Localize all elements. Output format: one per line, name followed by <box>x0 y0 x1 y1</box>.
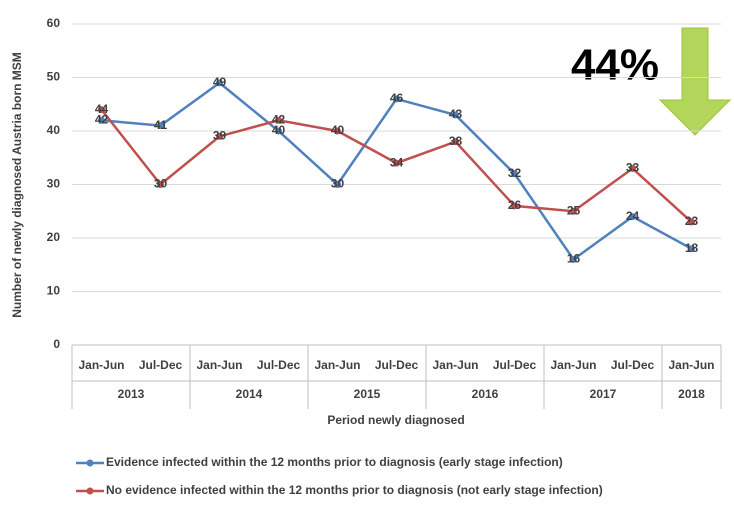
data-label: 18 <box>685 241 699 255</box>
arrow <box>658 27 732 136</box>
marker <box>570 255 577 263</box>
x-group-label: 2014 <box>236 387 263 401</box>
data-label: 44 <box>95 102 109 116</box>
x-tick-label: Jul-Dec <box>493 358 537 372</box>
data-label: 38 <box>449 134 463 148</box>
marker <box>393 159 400 167</box>
data-label: 46 <box>390 91 404 105</box>
legend-label: No evidence infected within the 12 month… <box>106 483 603 497</box>
data-label: 42 <box>95 112 109 126</box>
data-label: 34 <box>390 155 404 169</box>
data-label: 24 <box>626 209 640 223</box>
y-axis-title: Number of newly diagnosed Austria born M… <box>10 52 24 318</box>
y-tick-label: 20 <box>47 230 61 244</box>
data-label: 25 <box>567 203 581 217</box>
x-axis-title: Period newly diagnosed <box>327 413 464 427</box>
marker <box>98 116 105 124</box>
marker <box>393 95 400 103</box>
x-group-label: 2017 <box>590 387 617 401</box>
x-tick-label: Jan-Jun <box>78 358 124 372</box>
x-tick-label: Jul-Dec <box>257 358 301 372</box>
x-tick-label: Jul-Dec <box>375 358 419 372</box>
data-label: 39 <box>213 129 227 143</box>
data-label: 40 <box>272 123 286 137</box>
x-group-label: 2015 <box>354 387 381 401</box>
data-label: 30 <box>331 177 345 191</box>
legend-marker <box>86 487 94 495</box>
series-line <box>101 81 693 262</box>
legend-label: Evidence infected within the 12 months p… <box>106 455 563 469</box>
x-group-label: 2013 <box>118 387 145 401</box>
x-tick-label: Jul-Dec <box>611 358 655 372</box>
x-tick-label: Jan-Jun <box>196 358 242 372</box>
x-tick-label: Jul-Dec <box>139 358 183 372</box>
data-label: 30 <box>154 177 168 191</box>
marker <box>98 106 105 114</box>
marker <box>275 116 282 124</box>
marker <box>688 218 695 226</box>
data-label: 49 <box>213 75 227 89</box>
marker <box>629 164 636 172</box>
marker <box>511 170 518 178</box>
marker <box>452 111 459 119</box>
data-label: 23 <box>685 214 699 228</box>
marker <box>334 127 341 135</box>
annotation: 44% <box>571 41 659 90</box>
data-label: 26 <box>508 198 522 212</box>
marker <box>570 207 577 215</box>
x-tick-label: Jan-Jun <box>668 358 714 372</box>
marker <box>216 132 223 140</box>
data-label: 40 <box>331 123 345 137</box>
data-label: 43 <box>449 107 463 121</box>
y-tick-label: 30 <box>47 177 61 191</box>
marker <box>629 213 636 221</box>
marker <box>157 181 164 188</box>
marker <box>157 122 164 130</box>
legend-marker <box>86 459 94 467</box>
marker <box>452 138 459 146</box>
y-tick-label: 0 <box>53 337 60 351</box>
data-label: 41 <box>154 118 168 132</box>
x-group-label: 2016 <box>472 387 499 401</box>
y-tick-label: 10 <box>47 284 61 298</box>
data-label: 32 <box>508 166 522 180</box>
y-tick-label: 50 <box>47 70 61 84</box>
y-tick-label: 40 <box>47 123 61 137</box>
x-tick-label: Jan-Jun <box>314 358 360 372</box>
data-label: 42 <box>272 112 286 126</box>
marker <box>688 245 695 253</box>
data-label: 16 <box>567 252 581 266</box>
y-tick-label: 60 <box>47 16 61 30</box>
x-tick-label: Jan-Jun <box>432 358 478 372</box>
marker <box>275 127 282 135</box>
x-group-label: 2018 <box>678 387 705 401</box>
marker <box>511 202 518 210</box>
x-tick-label: Jan-Jun <box>550 358 596 372</box>
data-label: 33 <box>626 161 640 175</box>
marker <box>334 181 341 188</box>
marker <box>216 79 223 87</box>
